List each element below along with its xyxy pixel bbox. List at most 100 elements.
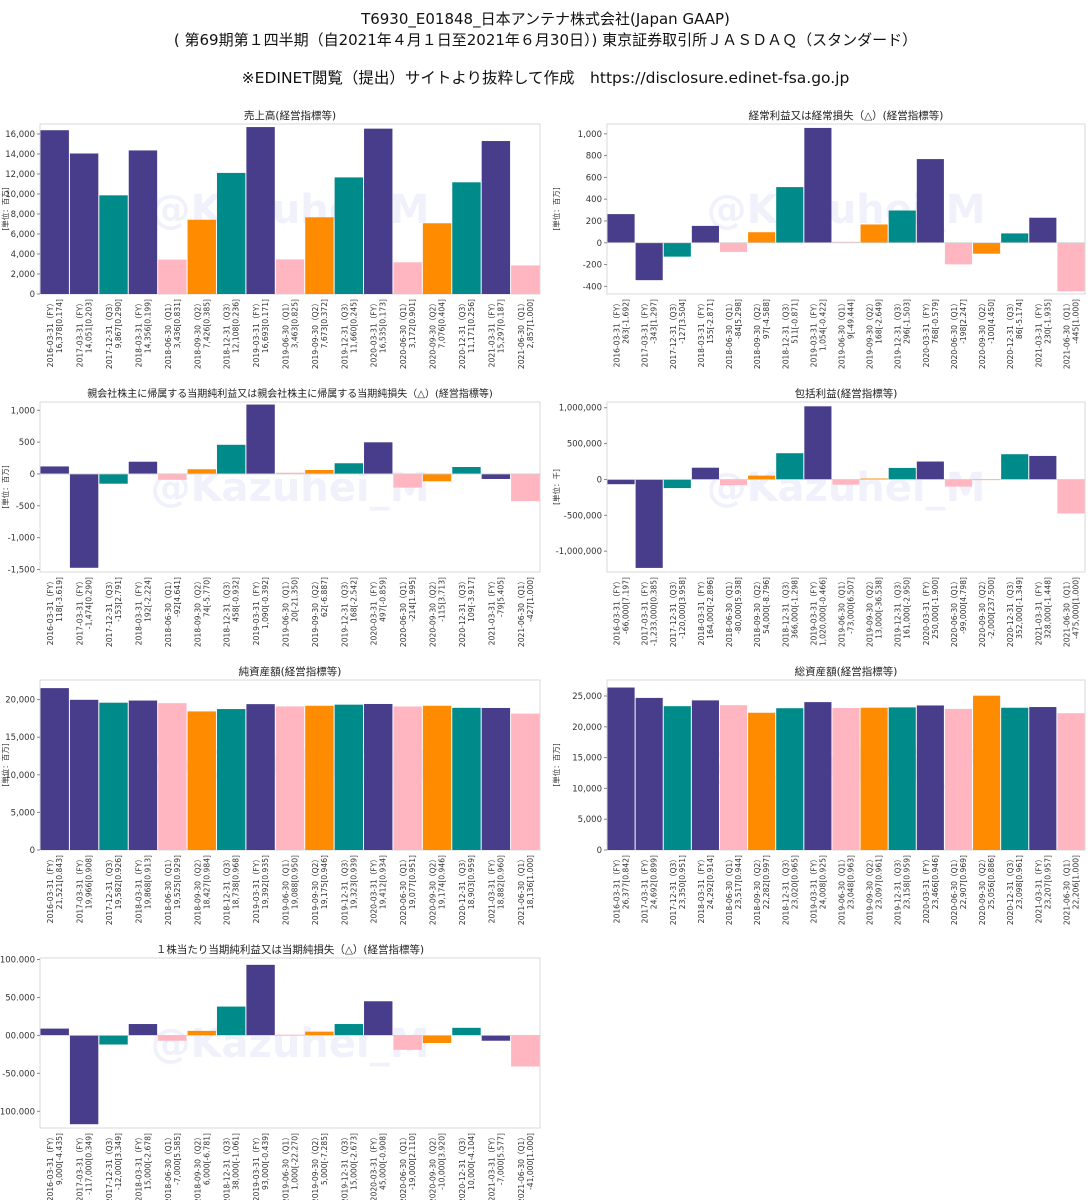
y-tick-label: 14,000 xyxy=(5,150,35,160)
x-tick-label-value: 2,857[1.000] xyxy=(526,299,535,348)
x-tick-label-date: 2018-06-30（Q1） xyxy=(725,577,734,647)
x-tick-label-value: 23,466[0.946] xyxy=(931,855,940,909)
x-tick-label-date: 2019-06-30（Q1） xyxy=(838,577,847,647)
x-tick-label: 2016-03-31（FY） 21,521[0.843] xyxy=(46,855,64,923)
x-tick-label-date: 2020-06-30（Q1） xyxy=(399,855,408,925)
x-tick-label: 2020-03-31（FY） 250,000[-1.900] xyxy=(922,577,940,645)
y-tick-label: 25,000 xyxy=(572,692,602,702)
header-line1: T6930_E01848_日本アンテナ株式会社(Japan GAAP) xyxy=(361,10,730,28)
x-tick-label: 2018-12-31（Q3） 511[-0.871] xyxy=(781,299,799,369)
chart-title: 包括利益(経営指標等) xyxy=(795,387,898,400)
x-tick-label-date: 2020-12-31（Q3） xyxy=(1006,855,1015,925)
x-tick-label: 2016-03-31（FY） -66,000[7.197] xyxy=(613,577,631,645)
bar xyxy=(452,467,481,474)
x-tick-label-value: -41,000[1.000] xyxy=(526,1133,535,1190)
x-tick-label-value: 18,136[1.000] xyxy=(526,855,535,909)
x-tick-label-date: 2017-03-31（FY） xyxy=(76,855,85,923)
x-tick-label: 2018-09-30（Q2） 22,282[0.997] xyxy=(753,855,771,925)
bar xyxy=(99,195,128,294)
x-tick-label: 2018-03-31（FY） 19,868[0.913] xyxy=(134,855,152,923)
x-tick-label: 2018-12-31（Q3） 366,000[-1.298] xyxy=(781,577,799,647)
bar xyxy=(364,442,393,474)
bar xyxy=(888,467,916,480)
x-tick-label-date: 2017-12-31（Q3） xyxy=(105,577,114,647)
y-tick-label: 10,000 xyxy=(5,190,35,200)
bar xyxy=(40,688,69,850)
x-tick-label: 2021-06-30（Q1） -475,000[1.000] xyxy=(1062,577,1080,647)
x-tick-label-value: -127[3.504] xyxy=(678,299,687,344)
x-tick-label-value: 16,378[0.174] xyxy=(55,299,64,353)
bar xyxy=(832,479,860,485)
x-tick-label-date: 2018-09-30（Q2） xyxy=(753,855,762,925)
x-tick-label-value: -7,000[5.585] xyxy=(173,1133,182,1185)
x-tick-label: 2019-12-31（Q3） 23,158[0.959] xyxy=(894,855,912,925)
bar xyxy=(860,224,888,243)
x-tick-label-value: 21,521[0.843] xyxy=(55,855,64,909)
bar xyxy=(1029,217,1057,243)
x-tick-label-date: 2020-12-31（Q3） xyxy=(458,1133,467,1200)
x-tick-label-date: 2020-12-31（Q3） xyxy=(1006,577,1015,647)
x-tick-label: 2021-03-31（FY） 328,000[-1.448] xyxy=(1034,577,1052,645)
x-tick-label-date: 2016-03-31（FY） xyxy=(46,577,55,645)
bar xyxy=(128,1024,158,1036)
y-tick-label: 15,000 xyxy=(572,754,602,764)
bar xyxy=(916,159,944,243)
x-tick-label-value: -73,000[6.507] xyxy=(847,577,856,634)
x-tick-label-date: 2021-03-31（FY） xyxy=(487,1133,496,1200)
x-tick-label: 2017-12-31（Q3） 19,582[0.926] xyxy=(105,855,123,925)
y-tick-label: 0 xyxy=(30,290,35,300)
x-tick-label-date: 2021-03-31（FY） xyxy=(487,855,496,923)
x-tick-label-date: 2018-06-30（Q1） xyxy=(164,299,173,369)
x-tick-label-value: -343[1.297] xyxy=(650,299,659,344)
x-tick-label-value: 23,517[0.944] xyxy=(734,855,743,909)
x-tick-label-date: 2019-12-31（Q3） xyxy=(894,299,903,369)
x-tick-label: 2018-06-30（Q1） -92[4.641] xyxy=(164,577,182,647)
bar xyxy=(364,128,393,294)
y-tick-label: 1,000 xyxy=(11,406,35,416)
bar xyxy=(776,187,804,243)
x-tick-label: 2018-09-30（Q2） 18,427[0.984] xyxy=(193,855,211,925)
bar xyxy=(944,242,973,265)
bar xyxy=(422,1035,452,1043)
x-tick-label-date: 2016-03-31（FY） xyxy=(46,299,55,367)
bar xyxy=(246,964,275,1036)
x-tick-label: 2021-03-31（FY） 15,297[0.187] xyxy=(487,299,505,367)
x-tick-label-date: 2019-09-30（Q2） xyxy=(311,299,320,369)
bar xyxy=(832,241,860,243)
x-tick-label-value: -214[1.995] xyxy=(408,577,417,622)
x-tick-label-date: 2020-12-31（Q3） xyxy=(458,855,467,925)
bar xyxy=(452,182,481,294)
y-tick-label: -1,000 xyxy=(8,534,35,544)
x-tick-label: 2020-09-30（Q2） 19,174[0.946] xyxy=(429,855,447,925)
x-tick-label: 2020-06-30（Q1） -19,000[2.110] xyxy=(399,1133,417,1200)
bar xyxy=(305,1031,334,1036)
bar xyxy=(748,232,776,243)
x-tick-label: 2020-06-30（Q1） 22,907[0.969] xyxy=(950,855,968,925)
bar xyxy=(804,406,832,480)
x-tick-label: 2019-12-31（Q3） 19,323[0.939] xyxy=(340,855,358,925)
x-tick-label-value: 168[-2.649] xyxy=(875,299,884,344)
x-tick-label-date: 2020-06-30（Q1） xyxy=(950,855,959,925)
y-tick-label: 500 xyxy=(19,438,35,448)
y-tick-label: 200 xyxy=(586,217,602,227)
y-axis-label: [単位：百万] xyxy=(0,743,10,786)
x-tick-label-value: 15,000[-2.673] xyxy=(349,1133,358,1190)
x-tick-label-value: 38,000[-1.061] xyxy=(232,1133,241,1190)
x-tick-label-date: 2020-03-31（FY） xyxy=(922,855,931,923)
x-tick-label: 2019-03-31（FY） 1,090[-0.392] xyxy=(252,577,270,645)
y-tick-label: 1,000,000 xyxy=(559,404,602,414)
bar xyxy=(481,1035,511,1041)
x-tick-label-date: 2021-06-30（Q1） xyxy=(1062,855,1071,925)
bar xyxy=(607,214,635,243)
x-tick-label-date: 2020-03-31（FY） xyxy=(922,299,931,367)
x-tick-label-value: 23,207[0.957] xyxy=(1043,855,1052,909)
bar xyxy=(305,217,334,294)
x-tick-label: 2016-03-31（FY） 9,000[-4.435] xyxy=(46,1133,64,1200)
x-tick-label: 2019-09-30（Q2） 13,000[-36.538] xyxy=(866,577,884,647)
bar xyxy=(804,127,832,243)
x-tick-label: 2016-03-31（FY） 16,378[0.174] xyxy=(46,299,64,367)
bar xyxy=(481,473,511,479)
bar xyxy=(635,242,663,281)
x-tick-label-date: 2020-12-31（Q3） xyxy=(458,577,467,647)
x-tick-label-date: 2020-09-30（Q2） xyxy=(429,855,438,925)
